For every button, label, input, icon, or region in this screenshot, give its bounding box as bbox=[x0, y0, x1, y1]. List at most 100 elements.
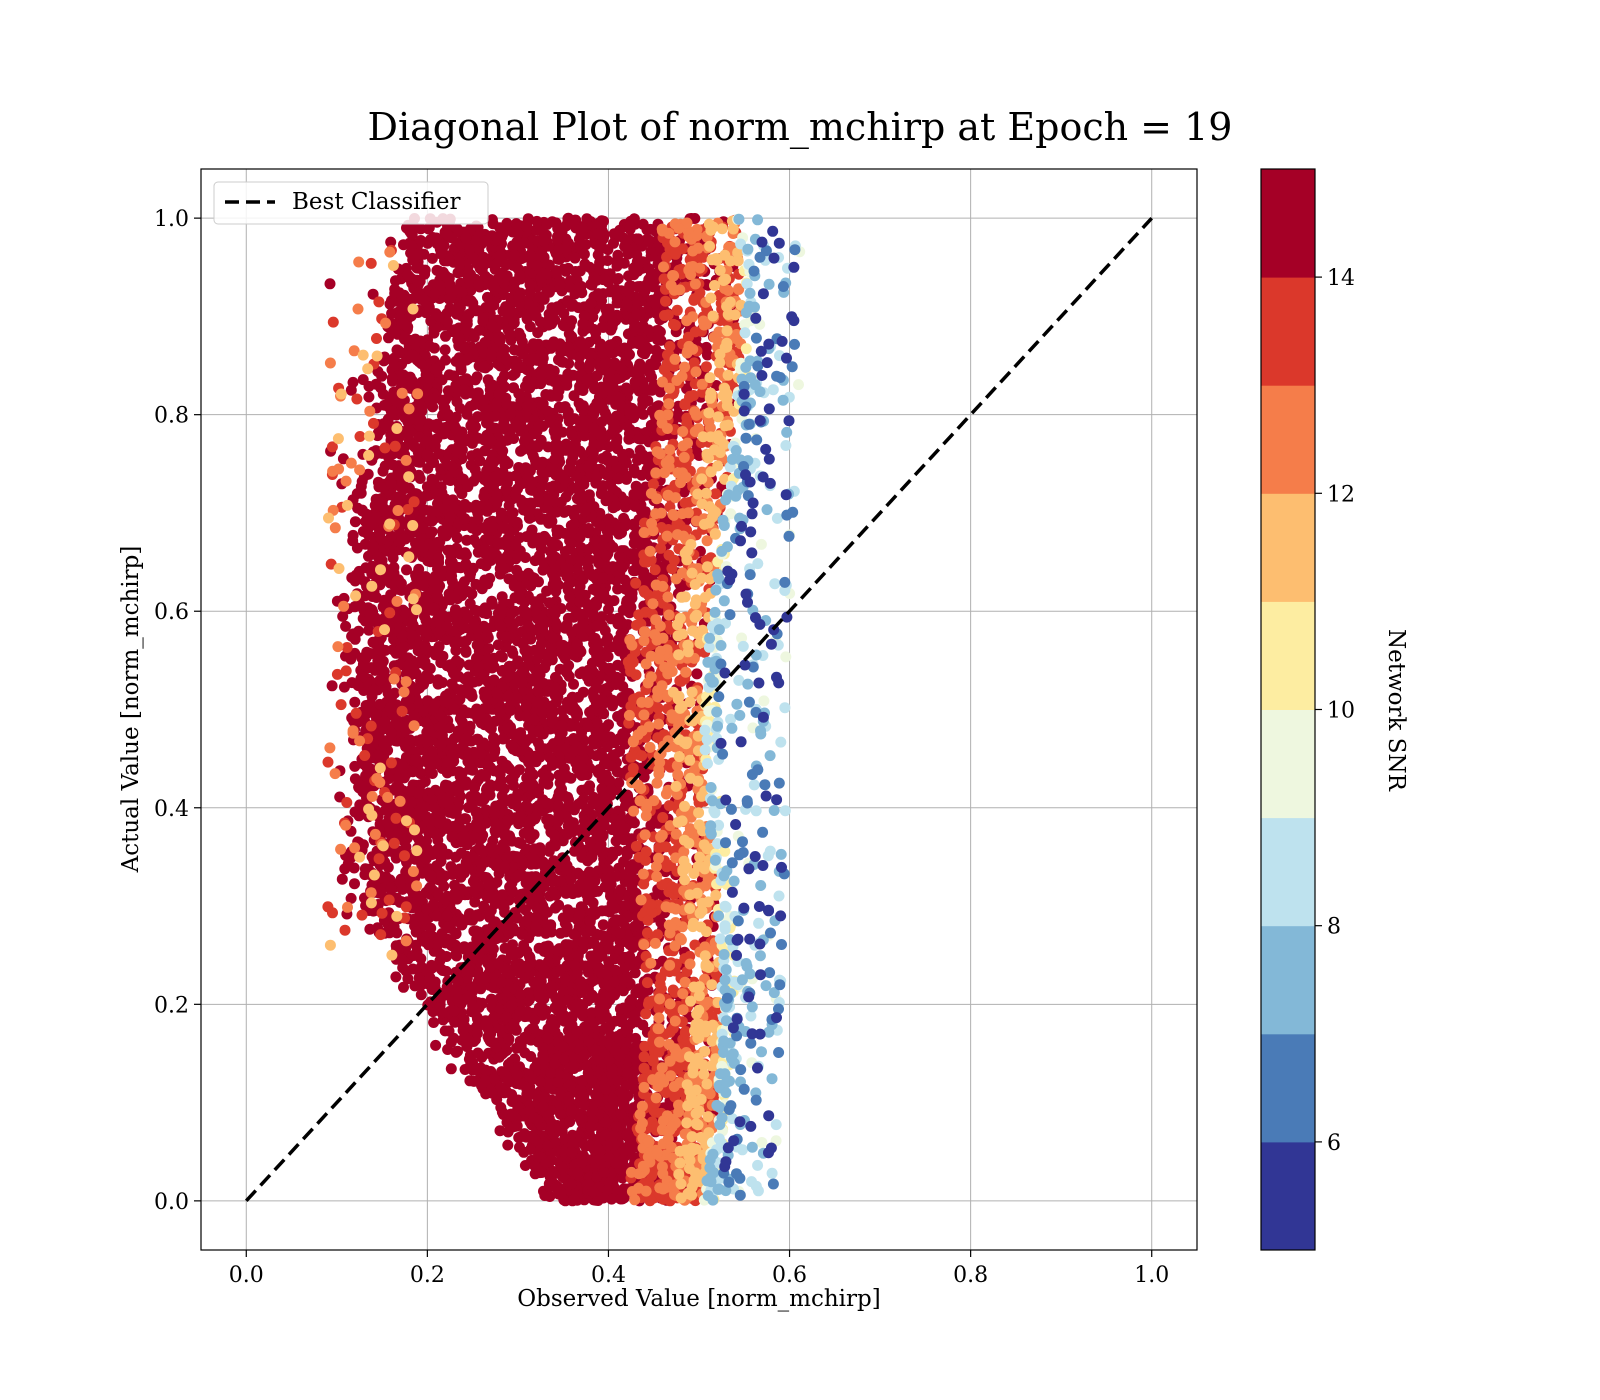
scatter-point bbox=[352, 502, 364, 514]
scatter-point bbox=[442, 1044, 454, 1055]
scatter-point bbox=[460, 645, 472, 656]
scatter-point bbox=[468, 676, 480, 688]
scatter-point bbox=[568, 518, 580, 530]
scatter-point bbox=[459, 673, 471, 685]
scatter-point bbox=[603, 956, 615, 968]
scatter-point bbox=[602, 632, 614, 644]
scatter-point bbox=[617, 604, 629, 616]
scatter-point bbox=[426, 768, 438, 779]
scatter-point bbox=[511, 728, 523, 740]
scatter-point bbox=[349, 760, 361, 772]
scatter-point bbox=[508, 779, 519, 791]
scatter-point bbox=[508, 382, 520, 394]
scatter-point bbox=[388, 921, 400, 933]
scatter-point bbox=[540, 389, 552, 400]
scatter-point bbox=[428, 1017, 440, 1028]
scatter-point bbox=[581, 213, 593, 225]
scatter-point bbox=[450, 1046, 462, 1058]
scatter-point bbox=[445, 1063, 457, 1075]
scatter-point bbox=[561, 667, 573, 679]
scatter-point bbox=[538, 964, 550, 976]
scatter-point bbox=[393, 781, 405, 793]
scatter-point bbox=[638, 771, 650, 783]
scatter-point bbox=[336, 873, 348, 885]
scatter-point bbox=[398, 981, 409, 993]
scatter-point bbox=[410, 926, 422, 938]
scatter-point bbox=[508, 249, 520, 261]
scatter-point bbox=[337, 610, 349, 622]
scatter-point bbox=[555, 1108, 566, 1120]
scatter-point bbox=[627, 941, 639, 953]
scatter-point bbox=[633, 255, 645, 267]
scatter-point bbox=[496, 591, 508, 603]
scatter-point bbox=[584, 706, 596, 718]
scatter-point bbox=[349, 878, 360, 890]
scatter-point bbox=[690, 445, 702, 457]
scatter-point bbox=[591, 716, 603, 728]
scatter-point bbox=[494, 222, 506, 234]
scatter-point bbox=[450, 949, 462, 960]
scatter-point bbox=[521, 313, 533, 325]
scatter-point bbox=[390, 275, 401, 287]
scatter-point bbox=[480, 1064, 492, 1076]
scatter-point bbox=[531, 903, 543, 915]
scatter-point bbox=[390, 971, 402, 983]
scatter-point bbox=[566, 331, 578, 343]
scatter-point bbox=[382, 861, 394, 873]
scatter-point bbox=[455, 361, 467, 373]
scatter-point bbox=[537, 456, 548, 468]
scatter-point bbox=[568, 678, 579, 690]
scatter-point bbox=[324, 278, 336, 290]
scatter-point bbox=[629, 321, 641, 333]
scatter-point bbox=[478, 522, 490, 534]
scatter-point bbox=[326, 680, 338, 692]
scatter-point bbox=[472, 812, 484, 824]
scatter-point bbox=[363, 391, 375, 403]
scatter-point bbox=[449, 879, 460, 891]
chart-title: Diagonal Plot of norm_mchirp at Epoch = … bbox=[368, 105, 1233, 150]
scatter-point bbox=[478, 793, 490, 805]
scatter-point bbox=[356, 476, 368, 487]
scatter-point bbox=[553, 899, 565, 911]
scatter-point bbox=[532, 327, 544, 339]
scatter-point bbox=[583, 543, 595, 555]
scatter-point bbox=[519, 552, 531, 563]
scatter-point bbox=[537, 564, 549, 576]
scatter-point bbox=[595, 255, 607, 267]
scatter-point bbox=[514, 764, 525, 776]
scatter-point bbox=[645, 223, 656, 235]
scatter-point bbox=[453, 725, 464, 737]
scatter-point bbox=[462, 707, 473, 719]
scatter-point bbox=[608, 595, 620, 607]
scatter-point bbox=[597, 930, 609, 942]
scatter-point bbox=[510, 218, 522, 230]
scatter-point bbox=[603, 603, 614, 615]
scatter-point bbox=[591, 599, 602, 611]
scatter-point bbox=[349, 696, 361, 708]
scatter-point bbox=[583, 554, 595, 566]
scatter-point bbox=[367, 288, 379, 300]
scatter-point bbox=[547, 339, 559, 351]
scatter-point bbox=[514, 615, 526, 627]
scatter-point bbox=[550, 267, 562, 279]
scatter-point bbox=[426, 252, 438, 264]
scatter-point bbox=[521, 800, 533, 812]
scatter-point bbox=[577, 400, 589, 412]
scatter-point bbox=[527, 769, 539, 781]
scatter-point bbox=[485, 993, 497, 1005]
scatter-point bbox=[444, 722, 455, 734]
scatter-point bbox=[415, 223, 427, 235]
scatter-point bbox=[543, 597, 555, 609]
scatter-point bbox=[505, 508, 517, 520]
scatter-point bbox=[550, 671, 561, 683]
scatter-point bbox=[511, 564, 523, 576]
scatter-point bbox=[451, 893, 463, 905]
scatter-point bbox=[349, 516, 361, 528]
scatter-point bbox=[626, 994, 637, 1006]
scatter-point bbox=[487, 751, 499, 763]
scatter-point bbox=[494, 1125, 506, 1137]
scatter-point bbox=[507, 886, 518, 898]
scatter-point bbox=[494, 706, 506, 718]
scatter-point bbox=[345, 384, 357, 396]
